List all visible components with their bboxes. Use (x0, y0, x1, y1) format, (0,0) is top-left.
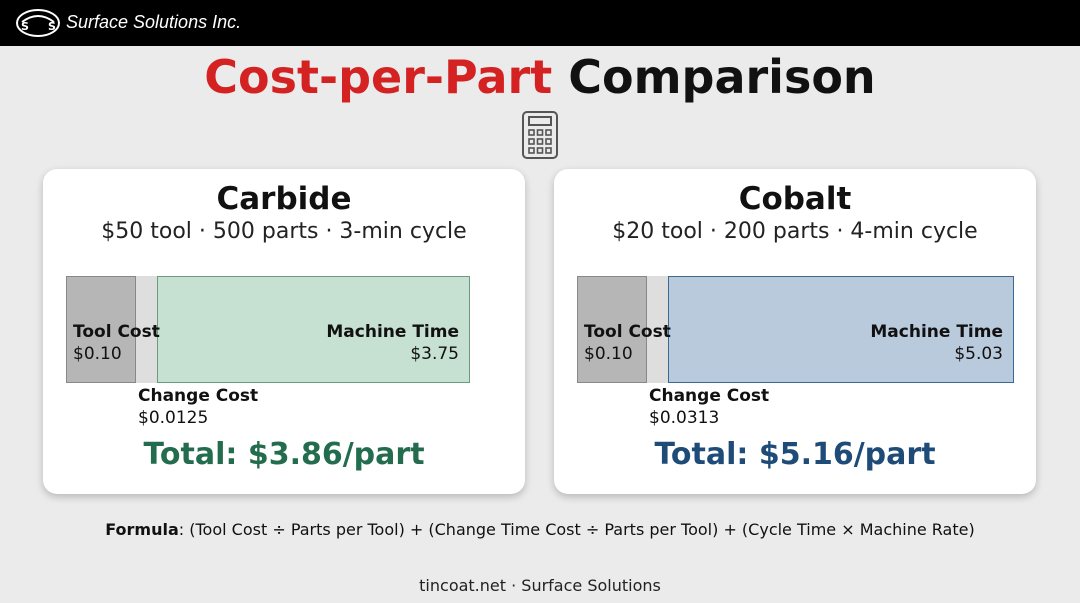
formula-label: Formula (105, 520, 179, 539)
header-bar: S S Surface Solutions Inc. (0, 0, 1080, 46)
card: Carbide $50 tool · 500 parts · 3-min cyc… (43, 169, 525, 494)
machine-value: $3.75 (410, 344, 459, 364)
card: Cobalt $20 tool · 200 parts · 4-min cycl… (554, 169, 1036, 494)
brand: Surface Solutions Inc. (66, 12, 242, 32)
svg-text:S: S (48, 20, 56, 33)
title-highlight: Cost-per-Part (204, 50, 553, 104)
total: Total: $3.86/part (143, 437, 425, 472)
calculator-icon (522, 111, 558, 159)
formula-text: : (Tool Cost ÷ Parts per Tool) + (Change… (178, 520, 975, 539)
change-label: Change Cost (138, 386, 259, 406)
machine-label: Machine Time (326, 322, 459, 342)
page-title: Cost-per-Part Comparison (0, 50, 1080, 104)
card-subtitle: $50 tool · 500 parts · 3-min cycle (101, 219, 467, 244)
tool-value: $0.10 (73, 344, 122, 364)
tool-value: $0.10 (584, 344, 633, 364)
card-title: Cobalt (738, 181, 852, 217)
footer: tincoat.net · Surface Solutions (419, 576, 661, 595)
machine-segment (157, 276, 470, 383)
change-segment (647, 276, 668, 383)
card-title: Carbide (216, 181, 352, 217)
formula: Formula: (Tool Cost ÷ Parts per Tool) + … (0, 520, 1080, 539)
change-value: $0.0313 (649, 408, 720, 428)
machine-segment (668, 276, 1014, 383)
machine-value: $5.03 (954, 344, 1003, 364)
change-label: Change Cost (649, 386, 770, 406)
change-value: $0.0125 (138, 408, 209, 428)
total: Total: $5.16/part (654, 437, 936, 472)
logo: S S (16, 9, 60, 37)
tool-segment (66, 276, 136, 383)
machine-label: Machine Time (870, 322, 1003, 342)
tool-segment (577, 276, 647, 383)
title-rest: Comparison (568, 50, 876, 104)
tool-label: Tool Cost (584, 322, 671, 342)
change-segment (136, 276, 157, 383)
svg-text:S: S (21, 20, 29, 33)
tool-label: Tool Cost (73, 322, 160, 342)
card-subtitle: $20 tool · 200 parts · 4-min cycle (612, 219, 978, 244)
